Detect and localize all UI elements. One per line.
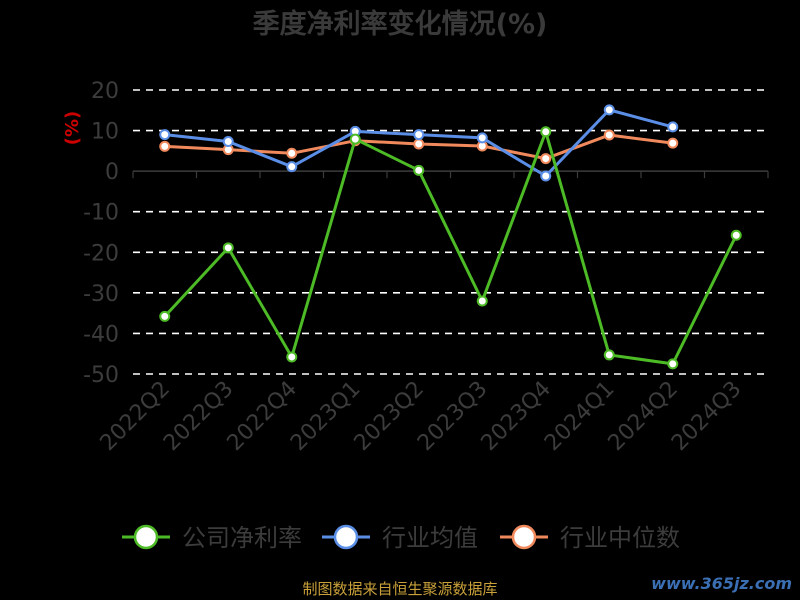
series-line-0 — [163, 130, 738, 366]
series-1 — [159, 104, 679, 182]
x-tick-label: 2024Q1 — [540, 377, 619, 456]
data-point — [476, 132, 488, 144]
watermark: www.365jz.com — [651, 574, 792, 593]
y-tick-label: -50 — [83, 363, 119, 388]
data-point — [349, 133, 361, 145]
x-tick-label: 2022Q2 — [96, 377, 175, 456]
data-point — [603, 104, 615, 116]
legend-item-1[interactable]: 行业均值 — [322, 524, 478, 552]
y-tick-label: 10 — [91, 120, 119, 145]
data-point — [286, 147, 298, 159]
data-point — [159, 129, 171, 141]
chart-title: 季度净利率变化情况(%) — [253, 8, 548, 40]
data-point — [667, 137, 679, 149]
y-tick-label: -30 — [83, 282, 119, 307]
x-tick-label: 2024Q3 — [667, 377, 746, 456]
data-point — [222, 136, 234, 148]
legend-item-2[interactable]: 行业中位数 — [500, 524, 680, 552]
data-point — [730, 229, 742, 241]
data-point — [603, 129, 615, 141]
y-tick-label: -10 — [83, 201, 119, 226]
x-tick-label: 2024Q2 — [604, 377, 683, 456]
y-axis-ticks: 20 10 0 -10 -20 -30 -40 -50 — [83, 79, 119, 388]
data-point — [603, 349, 615, 361]
data-point — [286, 161, 298, 173]
data-source-note: 制图数据来自恒生聚源数据库 — [302, 580, 498, 598]
legend-label: 行业中位数 — [560, 524, 680, 552]
y-tick-label: 20 — [91, 79, 119, 104]
x-tick-label: 2023Q2 — [350, 377, 429, 456]
data-point — [413, 138, 425, 150]
data-point — [540, 153, 552, 165]
legend-item-0[interactable]: 公司净利率 — [122, 524, 302, 552]
legend-marker — [133, 524, 159, 550]
data-point — [540, 170, 552, 182]
legend-marker — [333, 524, 359, 550]
y-tick-label: 0 — [105, 160, 119, 185]
data-point — [540, 126, 552, 138]
legend-marker — [511, 524, 537, 550]
data-point — [286, 351, 298, 363]
legend[interactable]: 公司净利率 行业均值 行业中位数 — [122, 524, 680, 552]
x-tick-label: 2022Q4 — [223, 377, 302, 456]
data-point — [476, 295, 488, 307]
data-point — [159, 140, 171, 152]
x-axis: 2022Q22022Q32022Q42023Q12023Q22023Q32023… — [96, 170, 769, 456]
x-tick-label: 2023Q1 — [286, 377, 365, 456]
data-point — [413, 129, 425, 141]
x-tick-label: 2022Q3 — [159, 377, 238, 456]
series-0 — [159, 126, 742, 370]
y-tick-label: -20 — [83, 241, 119, 266]
legend-label: 行业均值 — [382, 524, 478, 552]
x-tick-label: 2023Q3 — [413, 377, 492, 456]
data-point — [159, 310, 171, 322]
data-point — [667, 358, 679, 370]
series-group — [159, 104, 742, 370]
data-point — [413, 164, 425, 176]
legend-label: 公司净利率 — [182, 524, 302, 552]
data-point — [667, 121, 679, 133]
data-point — [222, 242, 234, 254]
y-axis-unit: (%) — [62, 111, 83, 146]
y-tick-label: -40 — [83, 322, 119, 347]
x-tick-label: 2023Q4 — [477, 377, 556, 456]
grid-lines — [133, 89, 768, 375]
